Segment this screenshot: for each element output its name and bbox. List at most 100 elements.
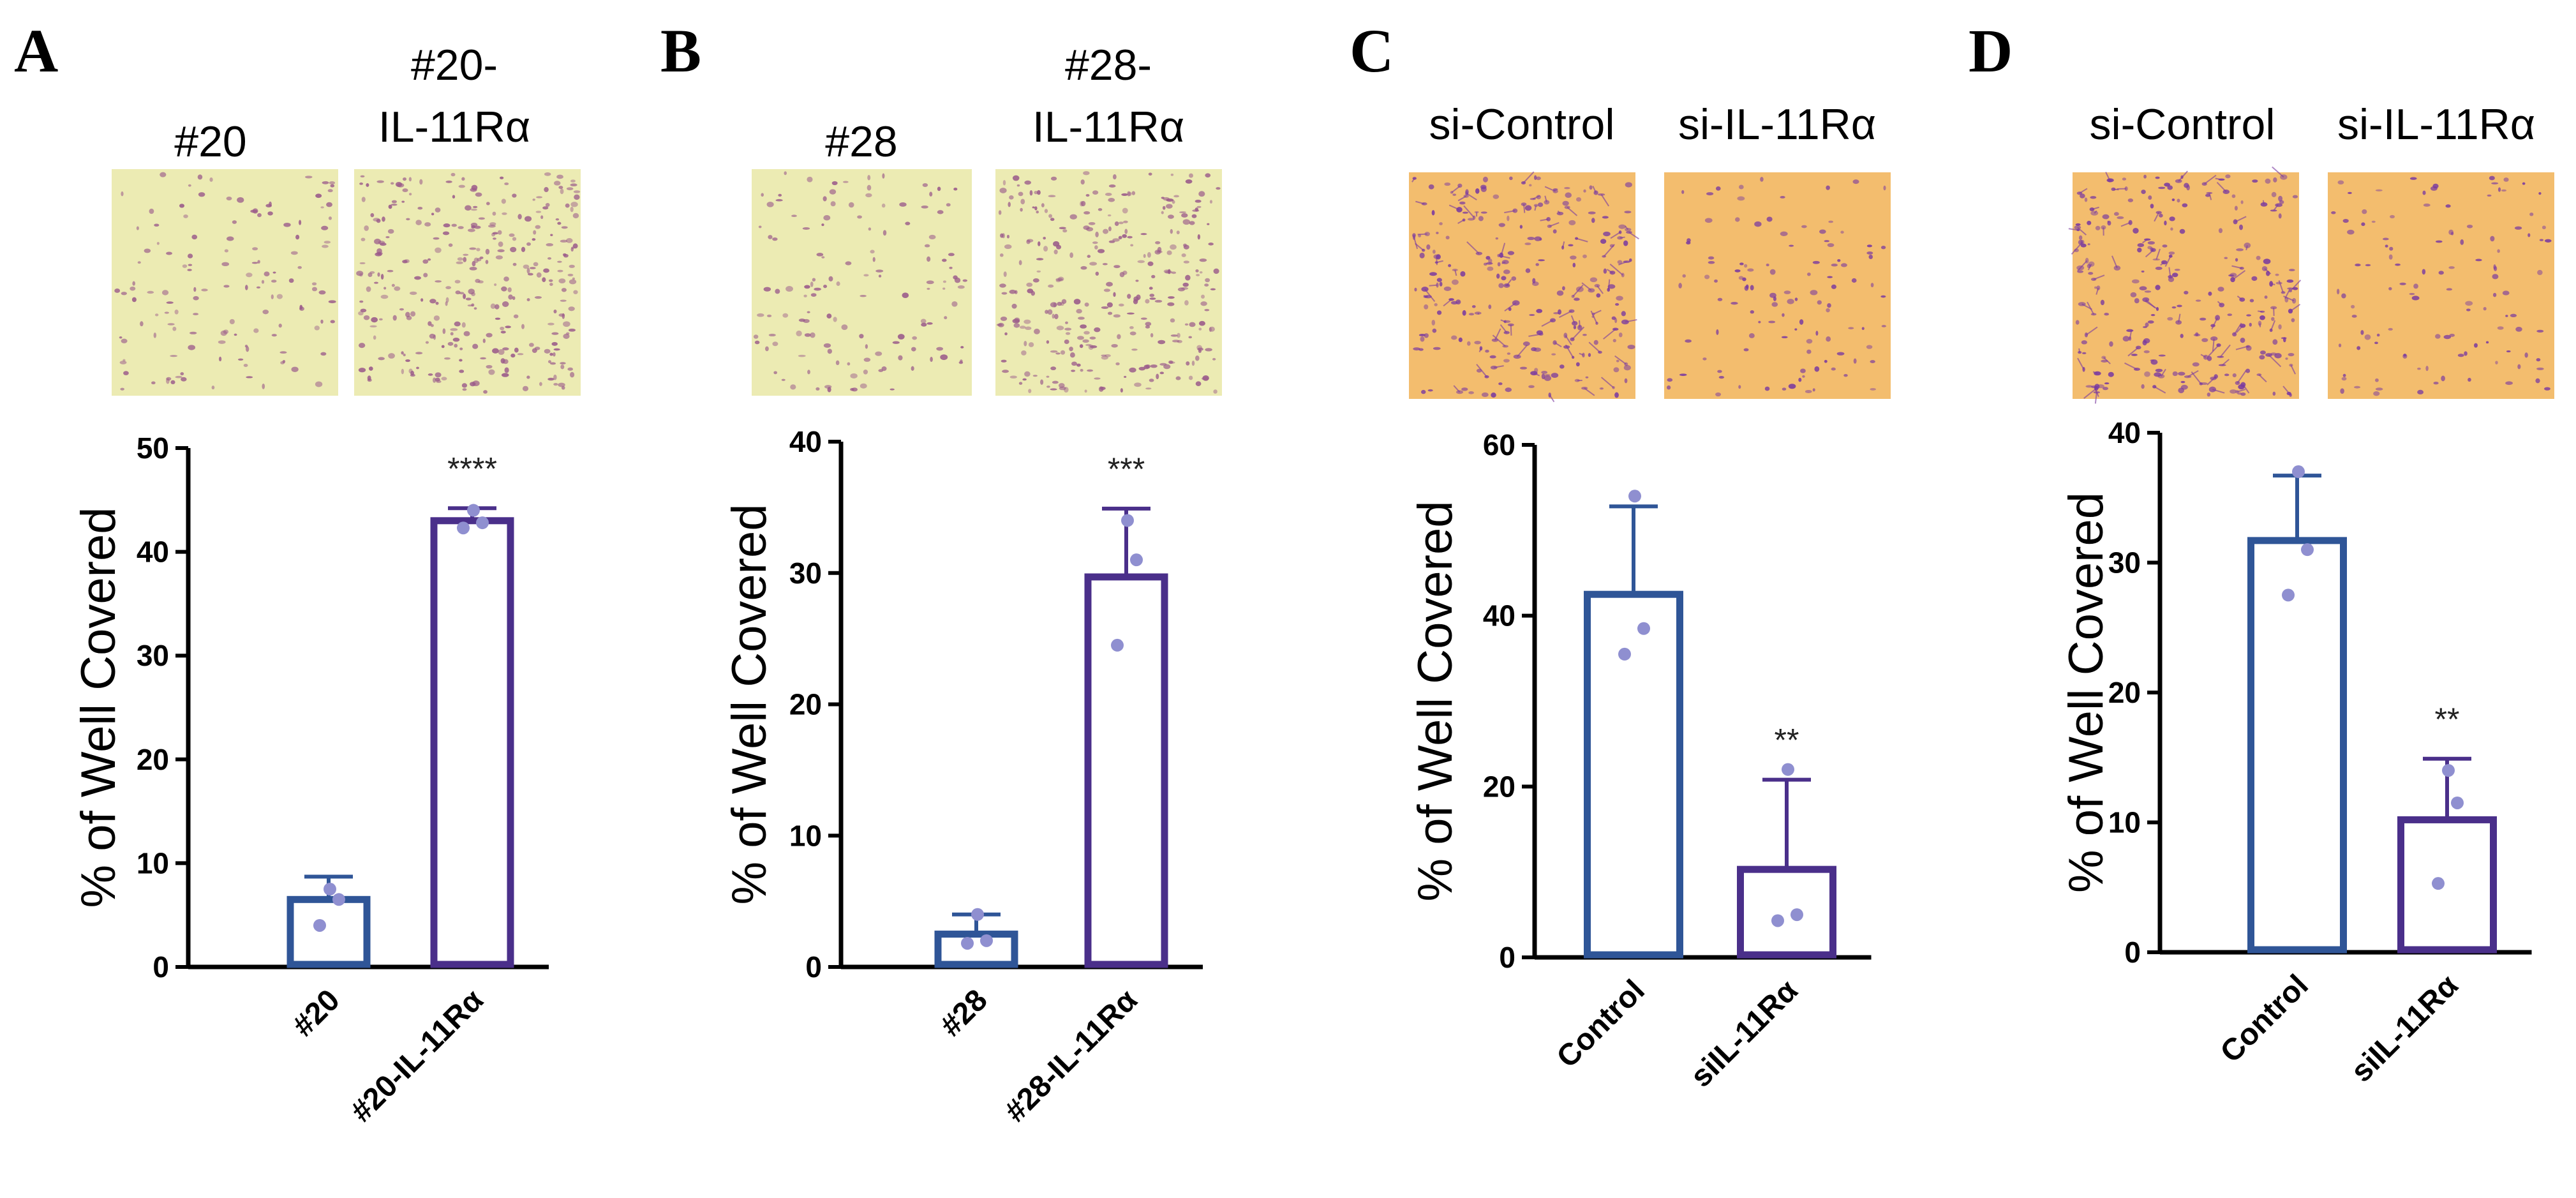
panel-b-image-2-cell	[1168, 214, 1174, 219]
panel-b-image-2-cell	[1020, 198, 1025, 205]
panel-c-image-1-cell	[1505, 387, 1512, 393]
panel-b-image-2-cell	[1003, 271, 1007, 277]
panel-b-image-2-cell	[1048, 195, 1056, 198]
panel-a-image-1-cell	[257, 213, 262, 218]
panel-b-image-1-cell	[763, 287, 771, 292]
panel-c-image-2-cell	[1794, 297, 1798, 301]
panel-c-image-1-cell	[1575, 197, 1582, 202]
panel-c-image-1-cell	[1443, 286, 1452, 291]
panel-a-image-label-2-line: IL-11Rα	[378, 103, 530, 151]
panel-d-image-1-cell	[2240, 200, 2244, 204]
panel-d-image-1-cell	[2260, 350, 2266, 355]
panel-d-image-1-cell-process	[2092, 206, 2099, 210]
panel-d-image-2-cell	[2337, 180, 2344, 185]
panel-b-image-2-cell	[1129, 367, 1136, 373]
panel-b-image-2-cell	[1024, 340, 1027, 347]
panel-b-image-1-cell	[865, 193, 872, 198]
panel-d-image-1-cell	[2230, 389, 2237, 394]
panel-c-image-1-cell	[1616, 296, 1623, 301]
panel-c-image-1-cell	[1607, 284, 1616, 289]
panel-b-image-2-cell	[1159, 371, 1165, 375]
panel-d-image-1-cell	[2106, 178, 2114, 183]
panel-b-image-2-cell	[1034, 206, 1038, 211]
panel-b-image-1-cell	[897, 334, 905, 340]
panel-b-image-2-cell	[1154, 299, 1163, 303]
panel-c-image-1-cell	[1589, 185, 1593, 190]
panel-a-image-2-cell	[549, 352, 553, 356]
panel-b-image-2-cell	[1201, 377, 1209, 380]
panel-b-image-1-cell	[766, 314, 772, 318]
panel-a-image-2-cell	[401, 368, 405, 375]
panel-b-image-2-cell	[1022, 378, 1027, 381]
panel-b-image-2-cell	[1181, 287, 1189, 290]
panel-a-image-2-cell	[495, 317, 501, 320]
panel-b-image-2-cell	[1050, 176, 1057, 181]
panel-c-image-2-cell	[1826, 185, 1830, 190]
panel-d-image-1-cell	[2108, 371, 2114, 377]
panel-a-image-1-cell	[304, 176, 313, 179]
panel-b-image-2-cell	[1196, 206, 1202, 208]
panel-d-image-1-cell-process	[2237, 389, 2246, 393]
panel-c-image-1-cell	[1600, 239, 1607, 244]
panel-a-image-1-cell	[320, 319, 324, 324]
panel-b-image-1-cell	[922, 183, 928, 188]
panel-a-image-2-cell	[380, 294, 389, 299]
panel-c-image-1-cell-process	[1628, 232, 1640, 240]
panel-a-image-1-cell	[269, 201, 272, 207]
panel-a-image-1-cell	[114, 288, 121, 293]
panel-c-image-1-cell	[1556, 290, 1564, 296]
panel-c-image-1-cell	[1591, 218, 1595, 223]
panel-b-image-1-cell	[863, 357, 871, 362]
panel-a-image-1-cell	[297, 266, 302, 269]
panel-d-image-2-cell	[2466, 224, 2473, 228]
panel-a-image-1-cell	[272, 271, 276, 274]
panel-b-image-2-cell	[1040, 379, 1044, 385]
panel-c-image-1-cell	[1462, 211, 1469, 214]
panel-a-image-2-cell	[482, 338, 486, 343]
panel-d-image-1-cell	[2081, 340, 2088, 345]
panel-c-image-2-cell	[1806, 349, 1812, 354]
panel-c-image-1-cell	[1485, 256, 1491, 260]
panel-b-image-2-cell	[1127, 236, 1133, 239]
panel-c-image-1-cell	[1503, 269, 1510, 274]
panel-d-image-1-cell-process	[2068, 228, 2078, 231]
panel-a-image-2-cell	[502, 301, 509, 307]
panel-b-image-label-2-line: #28-	[1065, 41, 1152, 89]
panel-b-image-2-cell	[1065, 321, 1068, 324]
panel-d-image-1-cell	[2178, 387, 2185, 394]
panel-b-image-2-cell	[1060, 350, 1066, 355]
panel-b-data-point	[1130, 553, 1143, 567]
panel-b-image-2-cell	[1012, 175, 1020, 181]
panel-d-image-1-cell	[2164, 183, 2170, 187]
panel-a-image-1-cell	[318, 290, 326, 295]
panel-b-image-1-cell	[823, 343, 831, 348]
panel-a-image-1-cell	[315, 381, 323, 387]
panel-b-image-1-cell	[927, 256, 931, 262]
panel-d-image-1-cell-process	[2200, 354, 2207, 358]
panel-c-image-2-cell	[1766, 264, 1769, 267]
panel-a-image-1-cell	[201, 288, 208, 292]
panel-b-image-1-cell	[960, 359, 963, 363]
panel-c-image-2-cell	[1742, 277, 1746, 281]
panel-c-image-2-cell	[1718, 375, 1725, 379]
panel-c-image-1-cell	[1503, 320, 1511, 323]
panel-b-data-point	[980, 934, 993, 947]
panel-c-image-1-cell-process	[1549, 222, 1560, 227]
panel-c-image-1-cell	[1488, 258, 1493, 264]
panel-b-image-2-cell	[1195, 381, 1202, 387]
panel-a-image-2-cell	[488, 369, 495, 375]
panel-b-image-2-cell	[1069, 352, 1075, 358]
panel-b-image-2-cell	[1184, 300, 1189, 306]
panel-b-image-2-cell	[1114, 221, 1119, 227]
panel-c-image-2-cell	[1758, 320, 1761, 324]
panel-b-image-1-cell	[867, 184, 872, 191]
panel-c-image-1-cell-process	[1423, 295, 1429, 297]
panel-d-image-2-cell	[2351, 315, 2357, 318]
panel-b-image-2-cell	[1173, 195, 1180, 198]
panel-a-image-1-cell	[271, 334, 277, 337]
panel-d-data-point	[2301, 543, 2314, 557]
panel-d-image-1-cell	[2169, 216, 2175, 221]
panel-d-image-1-cell	[2078, 239, 2083, 245]
panel-d-image-1-cell-process	[2208, 193, 2212, 200]
panel-a-image-2-cell	[390, 182, 394, 185]
